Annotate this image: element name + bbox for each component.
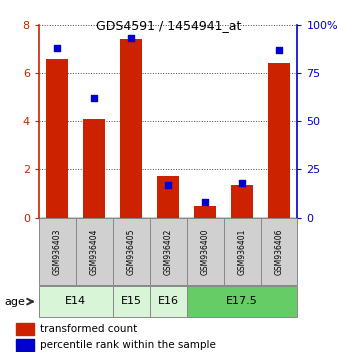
Bar xyxy=(39,286,113,317)
Bar xyxy=(113,218,150,285)
Point xyxy=(92,95,97,101)
Bar xyxy=(17,322,34,335)
Bar xyxy=(46,58,68,218)
Bar xyxy=(150,218,187,285)
Text: GSM936406: GSM936406 xyxy=(274,228,284,275)
Bar xyxy=(194,206,216,218)
Bar xyxy=(39,218,76,285)
Text: E16: E16 xyxy=(158,296,179,306)
Text: GSM936402: GSM936402 xyxy=(164,228,173,275)
Bar xyxy=(83,119,105,218)
Bar xyxy=(261,218,297,285)
Text: E15: E15 xyxy=(121,296,142,306)
Bar xyxy=(223,218,261,285)
Bar xyxy=(157,176,179,218)
Text: GSM936403: GSM936403 xyxy=(53,228,62,275)
Text: GSM936404: GSM936404 xyxy=(90,228,99,275)
Bar xyxy=(76,218,113,285)
Bar xyxy=(187,286,297,317)
Point xyxy=(128,35,134,41)
Bar xyxy=(187,218,223,285)
Text: E17.5: E17.5 xyxy=(226,296,258,306)
Bar xyxy=(150,286,187,317)
Text: GSM936400: GSM936400 xyxy=(200,228,210,275)
Text: E14: E14 xyxy=(65,296,87,306)
Bar xyxy=(113,286,150,317)
Point xyxy=(276,47,282,53)
Point xyxy=(166,182,171,188)
Point xyxy=(202,199,208,205)
Text: GSM936405: GSM936405 xyxy=(127,228,136,275)
Text: GSM936401: GSM936401 xyxy=(238,228,246,275)
Text: transformed count: transformed count xyxy=(40,324,138,334)
Point xyxy=(239,180,245,186)
Bar xyxy=(268,63,290,218)
Bar xyxy=(231,185,253,218)
Bar xyxy=(120,39,142,218)
Text: age: age xyxy=(4,297,25,307)
Bar xyxy=(17,338,34,350)
Text: percentile rank within the sample: percentile rank within the sample xyxy=(40,339,216,350)
Point xyxy=(55,45,60,51)
Text: GDS4591 / 1454941_at: GDS4591 / 1454941_at xyxy=(96,19,242,33)
